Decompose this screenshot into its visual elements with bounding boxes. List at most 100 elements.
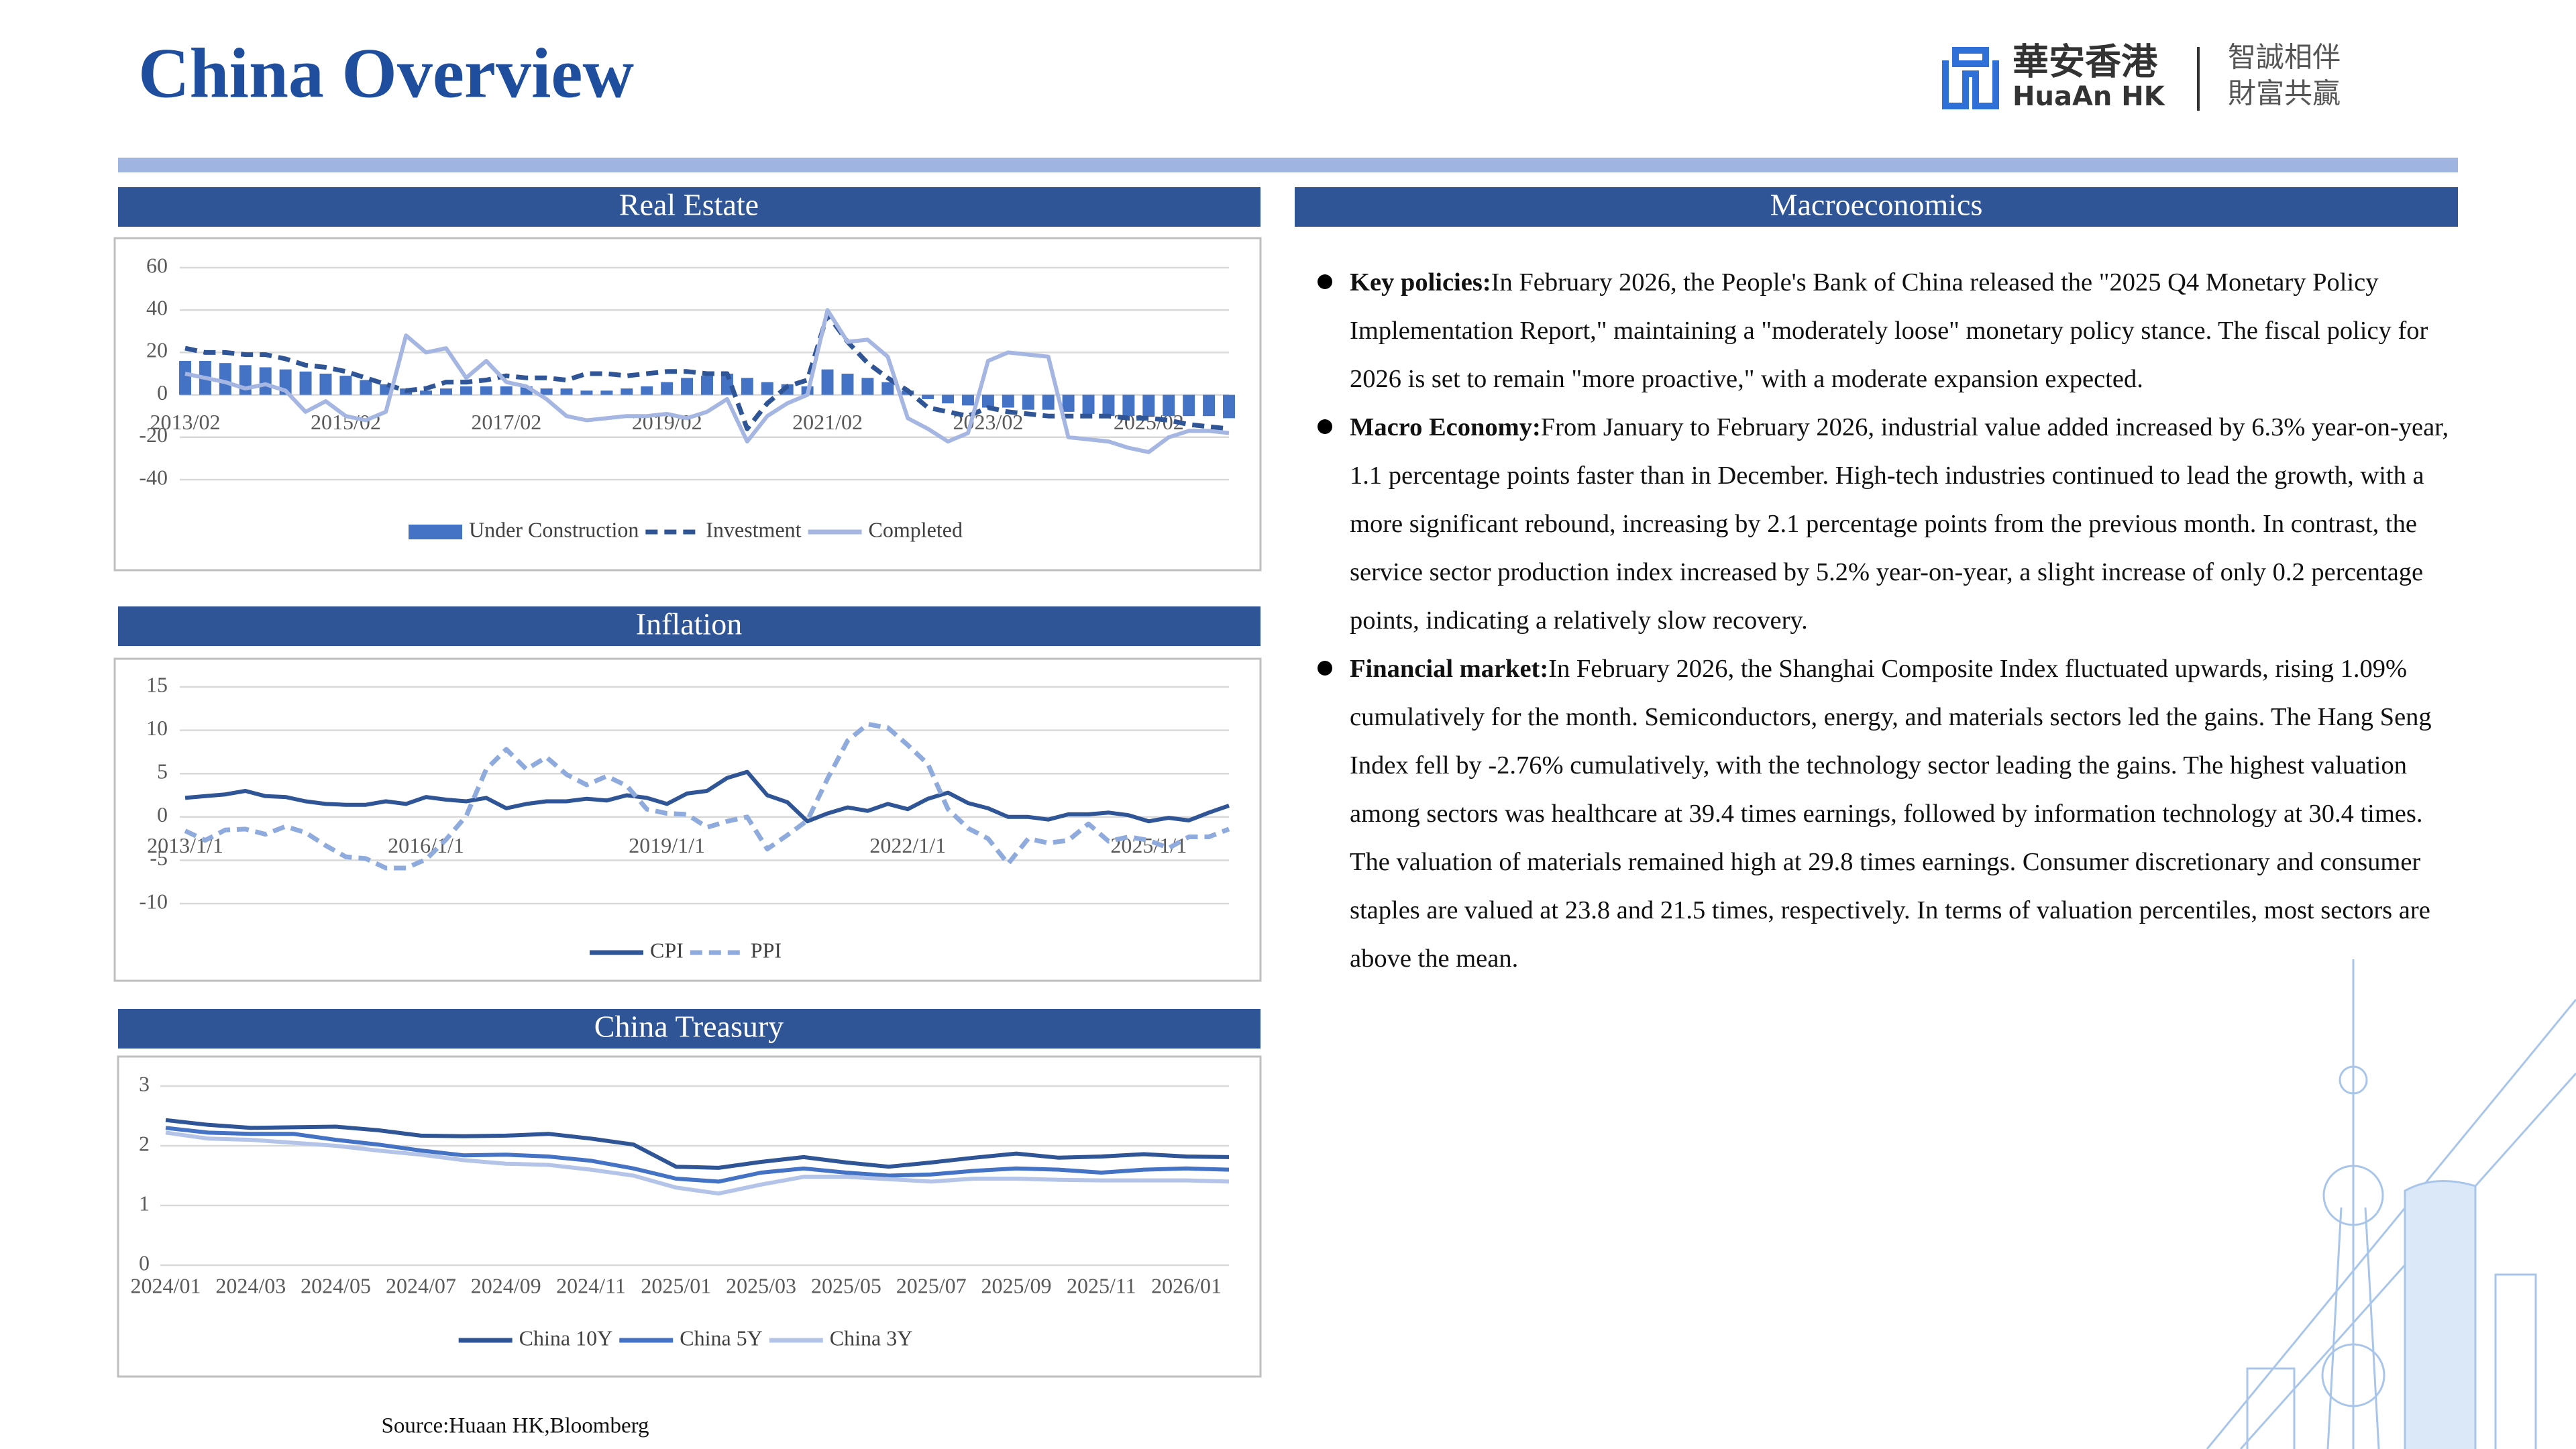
bar <box>701 376 713 395</box>
bar <box>1203 394 1216 417</box>
legend-label: Under Construction <box>469 517 639 541</box>
y-tick-label: 3 <box>139 1071 150 1095</box>
macro-text: Key policies:In February 2026, the Peopl… <box>1315 258 2462 983</box>
bar <box>621 388 633 395</box>
bar <box>1042 394 1055 410</box>
bar <box>1183 394 1195 417</box>
bar <box>319 374 332 395</box>
bar <box>480 386 492 395</box>
line-series <box>184 312 1230 431</box>
logo-icon <box>1942 47 1999 109</box>
bar <box>1002 394 1014 408</box>
bar <box>1142 394 1155 417</box>
bar <box>1022 394 1034 410</box>
y-tick-label: 0 <box>157 380 168 405</box>
x-tick-label: 2015/02 <box>311 410 381 434</box>
chart-header <box>118 606 1260 646</box>
item-label: Financial market: <box>1350 655 1549 683</box>
line-series <box>184 722 1230 871</box>
y-tick-label: -10 <box>139 889 168 913</box>
page-title: China Overview <box>138 34 634 112</box>
x-tick-label: 2025/05 <box>811 1273 881 1297</box>
logo-cn: 華安香港 <box>2012 41 2158 83</box>
bar <box>681 378 694 395</box>
bar <box>179 361 191 395</box>
bar <box>440 388 452 395</box>
y-tick-label: 2 <box>139 1131 150 1155</box>
x-tick-label: 2025/11 <box>1067 1273 1136 1297</box>
line-series <box>165 1126 1230 1184</box>
logo <box>1942 47 1999 109</box>
bar <box>420 390 433 395</box>
line-series <box>165 1118 1230 1170</box>
x-tick-label: 2024/03 <box>215 1273 286 1297</box>
y-tick-label: 0 <box>157 802 168 826</box>
y-tick-label: 20 <box>146 338 168 362</box>
legend-label: CPI <box>650 938 684 962</box>
bar <box>942 394 955 404</box>
source: Source:Huaan HK,Bloomberg <box>382 1414 649 1438</box>
legend-label: Investment <box>706 517 801 541</box>
legend-swatch <box>409 525 463 539</box>
bar <box>922 394 934 399</box>
bar <box>981 394 994 408</box>
item-label: Macro Economy: <box>1350 413 1541 441</box>
bar <box>1062 394 1075 412</box>
item-text: In February 2026, the Shanghai Composite… <box>1350 655 2432 973</box>
bar <box>1122 394 1135 417</box>
logo-en: HuaAn HK <box>2012 81 2166 112</box>
x-tick-label: 2017/02 <box>471 410 541 434</box>
y-tick-label: -20 <box>139 423 168 447</box>
section-title: Macroeconomics <box>1770 188 1983 222</box>
x-tick-label: 2024/11 <box>556 1273 626 1297</box>
line-series <box>184 769 1230 824</box>
bullet-item: Key policies:In February 2026, the Peopl… <box>1315 258 2462 403</box>
bar <box>339 376 352 395</box>
legend-label: PPI <box>751 938 782 962</box>
y-tick-label: 10 <box>146 716 168 740</box>
legend-label: China 10Y <box>519 1326 613 1350</box>
legend-label: China 5Y <box>680 1326 763 1350</box>
bullet-item: Macro Economy:From January to February 2… <box>1315 403 2462 645</box>
chart-header <box>118 187 1260 227</box>
bar <box>580 390 593 395</box>
x-tick-label: 2025/01 <box>641 1273 711 1297</box>
x-tick-label: 2024/01 <box>131 1273 201 1297</box>
y-tick-label: -40 <box>139 465 168 489</box>
bar <box>1082 394 1095 415</box>
bar <box>661 382 674 395</box>
y-tick-label: 5 <box>157 759 168 784</box>
bar <box>962 394 974 406</box>
section-header <box>1295 187 2458 227</box>
slogan: 智誠相伴 <box>2228 41 2341 74</box>
y-tick-label: -5 <box>150 846 168 870</box>
legend: Under Construction Investment Completed <box>409 517 963 541</box>
slogan: 財富共贏 <box>2228 77 2341 110</box>
x-tick-label: 2025/07 <box>896 1273 967 1297</box>
x-tick-label: 2025/09 <box>981 1273 1052 1297</box>
bar <box>761 382 773 395</box>
x-tick-label: 2026/01 <box>1151 1273 1222 1297</box>
line-series <box>184 308 1230 454</box>
item-label: Key policies: <box>1350 268 1491 297</box>
x-tick-label: 2025/03 <box>726 1273 796 1297</box>
bar <box>1102 394 1115 417</box>
bar <box>1223 394 1235 419</box>
top-band <box>118 158 2458 172</box>
legend: CPI PPI <box>589 938 782 962</box>
x-tick-label: 2024/07 <box>386 1273 456 1297</box>
legend-label: Completed <box>869 517 963 541</box>
chart-title: China Treasury <box>594 1010 784 1044</box>
chart-frame <box>113 657 1262 982</box>
chart-frame <box>113 237 1262 572</box>
item-text: In February 2026, the People's Bank of C… <box>1350 268 2428 393</box>
bar <box>821 369 834 395</box>
x-tick-label: 2024/05 <box>301 1273 371 1297</box>
bar <box>500 386 513 395</box>
x-tick-label: 2019/1/1 <box>629 833 705 857</box>
y-tick-label: 0 <box>139 1250 150 1275</box>
x-tick-label: 2021/02 <box>792 410 863 434</box>
y-tick-label: 1 <box>139 1191 150 1215</box>
